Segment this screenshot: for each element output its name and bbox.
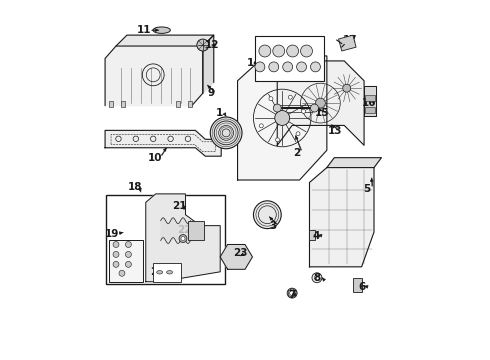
Text: 1: 1	[216, 108, 223, 118]
Circle shape	[301, 109, 306, 113]
Circle shape	[290, 291, 294, 296]
Circle shape	[179, 235, 187, 243]
Polygon shape	[105, 130, 221, 156]
Bar	[365, 95, 375, 100]
Text: 4: 4	[313, 230, 320, 240]
Circle shape	[259, 124, 263, 128]
Circle shape	[197, 39, 209, 51]
Circle shape	[296, 62, 307, 72]
Circle shape	[269, 62, 279, 72]
Circle shape	[125, 251, 131, 257]
Circle shape	[113, 242, 119, 247]
Bar	[365, 107, 375, 113]
Circle shape	[255, 62, 265, 72]
Circle shape	[269, 97, 273, 101]
Text: 3: 3	[269, 221, 276, 231]
Ellipse shape	[167, 271, 172, 274]
Text: 13: 13	[327, 126, 342, 136]
Text: 17: 17	[343, 35, 357, 45]
Text: 2: 2	[293, 148, 300, 158]
Polygon shape	[310, 168, 374, 267]
Bar	[109, 100, 113, 107]
Circle shape	[275, 111, 290, 125]
Circle shape	[343, 84, 351, 92]
Ellipse shape	[157, 271, 163, 274]
Polygon shape	[220, 244, 252, 269]
Bar	[109, 239, 143, 282]
Ellipse shape	[153, 27, 171, 33]
Polygon shape	[277, 61, 364, 145]
Circle shape	[283, 62, 293, 72]
Text: 23: 23	[233, 248, 248, 258]
Circle shape	[311, 104, 319, 112]
Bar	[153, 263, 180, 282]
Text: 6: 6	[359, 282, 366, 292]
Text: 9: 9	[207, 88, 214, 98]
Polygon shape	[364, 86, 376, 116]
Text: 18: 18	[127, 183, 142, 193]
Polygon shape	[105, 46, 203, 105]
Circle shape	[253, 201, 281, 229]
Bar	[339, 35, 356, 51]
Bar	[189, 100, 193, 107]
Text: 12: 12	[205, 40, 220, 50]
Text: 19: 19	[104, 229, 119, 239]
Text: 22: 22	[177, 225, 192, 235]
Circle shape	[312, 273, 322, 283]
Circle shape	[275, 138, 279, 142]
Text: 11: 11	[137, 25, 151, 35]
Text: 5: 5	[364, 184, 370, 194]
Circle shape	[316, 98, 325, 108]
Bar	[176, 100, 180, 107]
Polygon shape	[203, 35, 214, 93]
Circle shape	[273, 104, 281, 112]
Bar	[122, 100, 125, 107]
Circle shape	[210, 117, 242, 149]
Text: 21: 21	[172, 201, 187, 211]
Text: 8: 8	[314, 273, 321, 283]
Bar	[255, 36, 324, 81]
Circle shape	[288, 95, 293, 99]
Circle shape	[125, 261, 131, 267]
Circle shape	[273, 45, 285, 57]
Circle shape	[287, 45, 298, 57]
Bar	[353, 278, 362, 292]
Polygon shape	[327, 158, 381, 168]
Circle shape	[296, 132, 300, 136]
Circle shape	[113, 251, 119, 257]
Text: 10: 10	[147, 153, 162, 163]
Circle shape	[125, 242, 131, 247]
Bar	[310, 230, 316, 239]
Polygon shape	[116, 35, 214, 46]
Bar	[106, 195, 225, 284]
Circle shape	[315, 275, 319, 280]
Text: 7: 7	[288, 290, 295, 300]
Circle shape	[311, 62, 320, 72]
Text: 20: 20	[150, 267, 165, 277]
Circle shape	[181, 237, 185, 240]
Text: 15: 15	[315, 108, 330, 118]
Circle shape	[119, 270, 125, 276]
Polygon shape	[146, 194, 220, 282]
Circle shape	[259, 45, 271, 57]
Bar	[189, 221, 204, 239]
Polygon shape	[238, 56, 327, 180]
Text: 14: 14	[246, 58, 261, 68]
Circle shape	[287, 288, 297, 298]
Circle shape	[113, 261, 119, 267]
Circle shape	[300, 45, 313, 57]
Text: 16: 16	[362, 98, 377, 108]
